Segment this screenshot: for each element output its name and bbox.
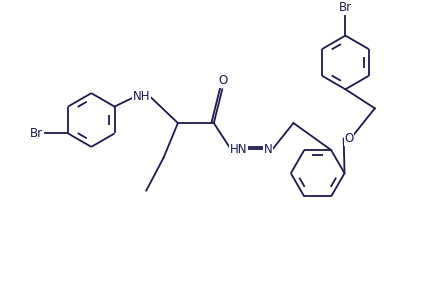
Text: N: N <box>264 143 273 155</box>
Text: Br: Br <box>30 127 43 140</box>
Text: Br: Br <box>339 1 352 14</box>
Text: O: O <box>344 132 353 145</box>
Text: O: O <box>219 74 228 87</box>
Text: NH: NH <box>133 90 151 103</box>
Text: HN: HN <box>230 143 247 155</box>
